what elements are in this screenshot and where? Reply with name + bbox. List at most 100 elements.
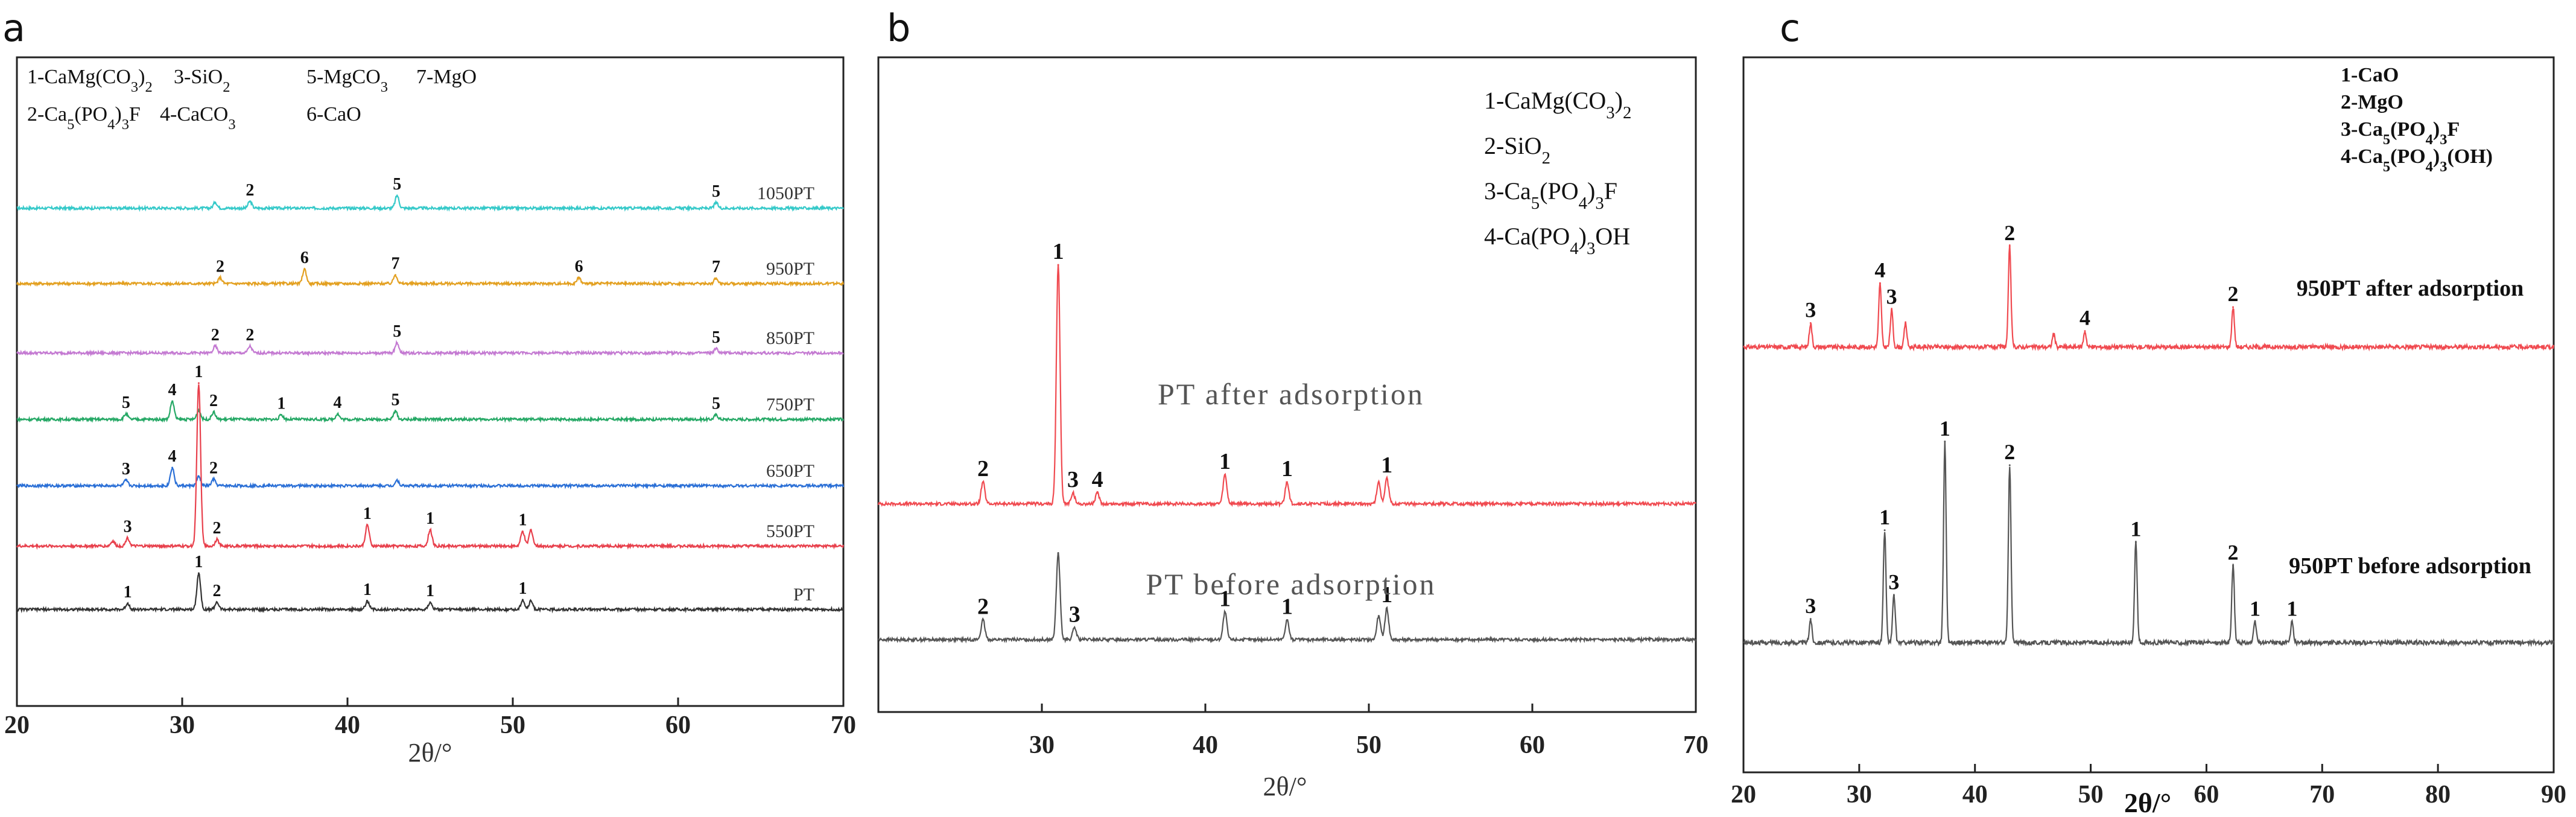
x-axis-label-a: 2θ/° <box>408 738 452 768</box>
legend-entry: 2-Ca5(PO4)3F <box>27 103 141 133</box>
legend-entry: 2-MgO <box>2341 91 2403 113</box>
peak-label: 2 <box>2228 541 2239 565</box>
x-axis-label-c: 2θ/° <box>2124 787 2171 817</box>
legend-entry: 4-Ca(PO4)3OH <box>1484 223 1630 258</box>
peak-label: 2 <box>246 326 254 345</box>
peak-point <box>578 276 580 279</box>
peak-point <box>197 409 200 412</box>
peak-point <box>429 601 431 603</box>
peak-point <box>2232 565 2235 567</box>
peak-point <box>715 414 717 416</box>
peak-point <box>1057 264 1059 266</box>
series-line <box>16 194 844 212</box>
x-tick-label: 90 <box>2541 781 2566 809</box>
peak-label: 4 <box>334 393 342 412</box>
series-name-label: 950PT after adsorption <box>2297 276 2524 301</box>
series-name-label: 950PT before adsorption <box>2289 553 2531 579</box>
peak-label: 3 <box>1888 570 1899 594</box>
peak-label: 2 <box>213 519 221 538</box>
peak-label: 2 <box>246 181 254 200</box>
peak-label: 1 <box>1940 416 1950 440</box>
peak-point <box>530 529 532 531</box>
peak-label: 3 <box>1886 284 1897 308</box>
peak-label: 4 <box>1874 258 1885 282</box>
peak-point <box>197 475 200 478</box>
peak-label: 5 <box>712 395 720 413</box>
peak-label: 4 <box>2080 306 2090 330</box>
peak-label: 2 <box>211 326 220 345</box>
x-tick-label: 30 <box>1029 731 1055 759</box>
peak-label: 5 <box>122 393 130 412</box>
peak-point <box>125 413 127 415</box>
series-name-label: 850PT <box>766 328 814 348</box>
peak-point <box>396 194 398 197</box>
series-name-label: 750PT <box>766 395 814 415</box>
peak-point <box>1096 492 1099 494</box>
legend-entry: 6-CaO <box>306 103 361 126</box>
peak-label: 6 <box>575 257 583 276</box>
peak-point <box>125 479 127 482</box>
x-ticks-c: 20 30 40 50 60 70 80 90 <box>1731 764 2566 809</box>
peak-point <box>1386 607 1388 609</box>
peak-point <box>394 410 396 412</box>
peak-point <box>396 342 398 344</box>
peak-point <box>171 466 174 469</box>
x-tick-label: 30 <box>170 711 195 739</box>
plot-frame-c <box>1742 56 2555 774</box>
x-tick-label: 40 <box>1962 781 1988 809</box>
peak-point <box>2232 306 2235 308</box>
peak-label: 4 <box>168 447 177 466</box>
peak-point <box>1057 552 1059 555</box>
peak-point <box>2008 464 2011 466</box>
peak-label: 3 <box>122 460 130 478</box>
peak-point <box>212 478 215 480</box>
legend-b: 1-CaMg(CO3)2 2-SiO2 3-Ca5(PO4)3F 4-Ca(PO4)3… <box>1484 87 1631 258</box>
peak-point <box>1073 627 1076 629</box>
peak-point <box>2008 245 2011 247</box>
peak-label: 7 <box>391 255 399 273</box>
peak-point <box>197 572 200 574</box>
peak-point <box>1286 481 1288 483</box>
peak-point <box>127 602 129 605</box>
x-tick-label: 50 <box>1356 731 1382 759</box>
peak-label: 3 <box>1069 602 1080 628</box>
peak-label: 1 <box>1281 594 1293 620</box>
peak-point <box>1386 477 1388 480</box>
peak-label: 2 <box>213 582 221 600</box>
peak-label: 1 <box>2250 597 2260 621</box>
legend-entry: 5-MgCO3 <box>306 66 388 95</box>
peak-label: 1 <box>1219 587 1231 612</box>
peak-label: 2 <box>977 456 989 482</box>
peak-point <box>171 400 174 402</box>
peak-point <box>2134 541 2137 543</box>
peak-point <box>429 529 431 531</box>
peak-point <box>1071 492 1074 494</box>
peak-label: 2 <box>209 459 218 478</box>
peak-point <box>1879 282 1881 284</box>
peak-point <box>982 619 984 621</box>
peak-label: 1 <box>518 511 527 530</box>
series-line <box>1743 244 2555 352</box>
peak-point <box>2291 621 2293 623</box>
peak-point <box>521 530 524 533</box>
peak-label: 2 <box>2004 221 2015 245</box>
peak-point <box>1224 611 1226 613</box>
panel-b: b 30 40 50 60 70 213 41 1 1PT after adsorption2… <box>877 6 1708 801</box>
legend-entry: 2-SiO2 <box>1484 132 1550 168</box>
peak-label: 1 <box>194 553 203 571</box>
peak-label: 2 <box>2228 282 2239 306</box>
x-tick-label: 20 <box>1731 781 1756 809</box>
series-line <box>16 267 845 288</box>
peak-point <box>1377 481 1380 483</box>
peak-point <box>1809 618 1812 620</box>
peak-label: 1 <box>1219 449 1231 474</box>
series-line <box>16 400 845 424</box>
peak-point <box>249 345 251 348</box>
x-tick-label: 30 <box>1847 781 1872 809</box>
peak-label: 1 <box>426 582 434 600</box>
peak-point <box>1944 440 1946 443</box>
legend-entry: 1-CaMg(CO3)2 <box>1484 87 1631 122</box>
peak-label: 4 <box>1092 467 1103 492</box>
